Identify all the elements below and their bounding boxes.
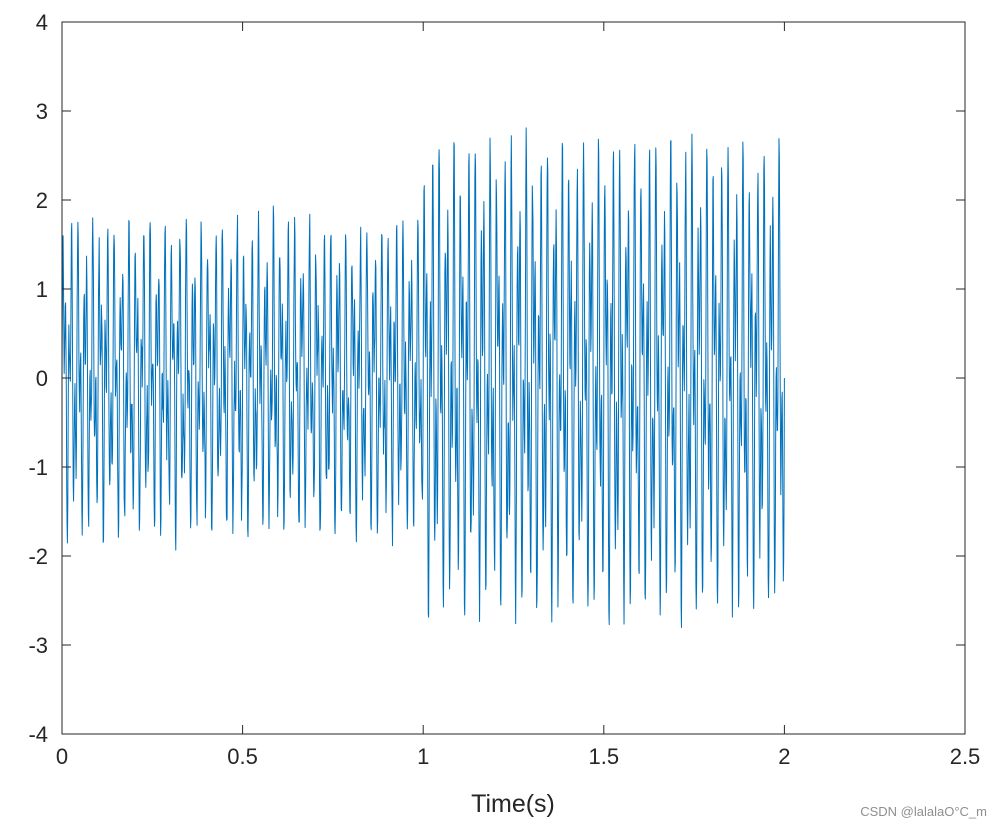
y-tick-label: -2 — [28, 544, 48, 569]
y-tick-label: -3 — [28, 633, 48, 658]
y-tick-label: 4 — [36, 10, 48, 35]
x-tick-label: 2.5 — [950, 744, 981, 769]
x-tick-label: 2 — [778, 744, 790, 769]
y-tick-label: 0 — [36, 366, 48, 391]
y-tick-label: 2 — [36, 188, 48, 213]
y-tick-label: -1 — [28, 455, 48, 480]
y-tick-label: -4 — [28, 722, 48, 747]
watermark: CSDN @lalalaO°C_m — [860, 804, 987, 819]
y-tick-label: 1 — [36, 277, 48, 302]
x-tick-label: 1 — [417, 744, 429, 769]
plot-area — [61, 127, 785, 629]
x-tick-label: 0 — [56, 744, 68, 769]
axes: 0 0.5 1 1.5 2 2.5 -4 -3 -2 -1 0 1 2 3 4 — [28, 10, 980, 769]
x-axis-title: Time(s) — [471, 790, 555, 818]
x-tick-label: 0.5 — [227, 744, 258, 769]
x-tick-label: 1.5 — [589, 744, 620, 769]
signal-series-line — [61, 127, 785, 629]
y-tick-label: 3 — [36, 99, 48, 124]
